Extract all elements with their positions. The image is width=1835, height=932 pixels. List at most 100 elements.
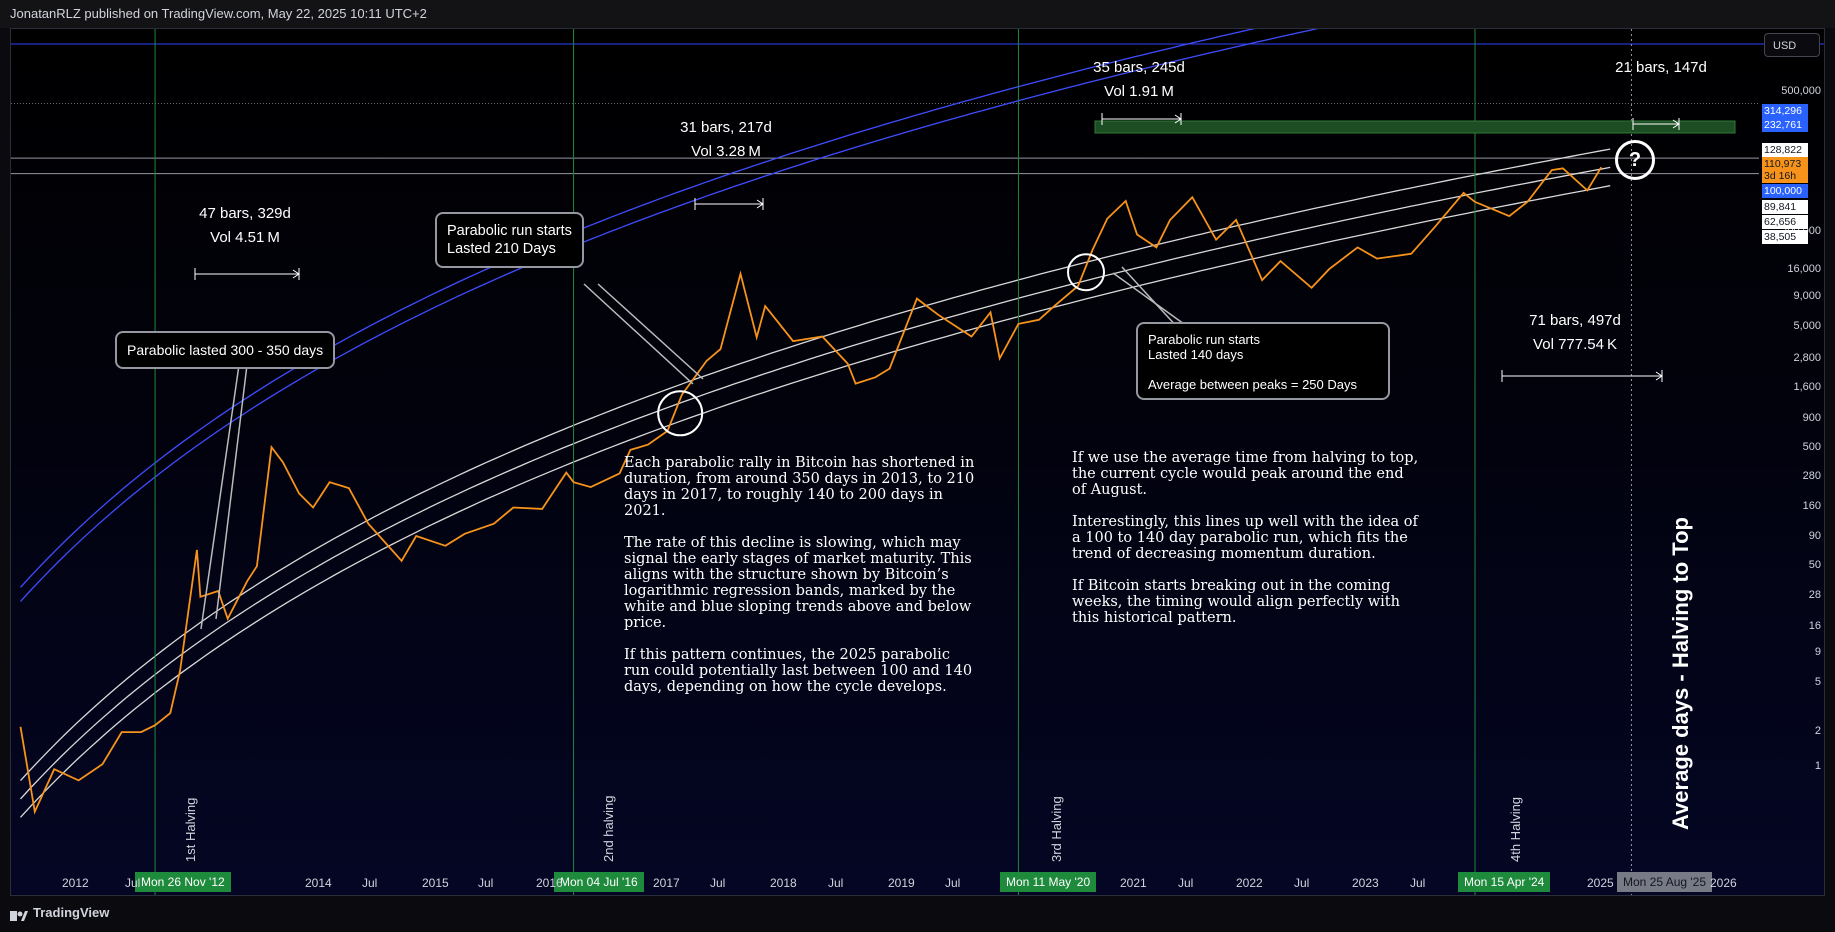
price-tag: 3d 16h xyxy=(1762,169,1808,183)
halving-3-date: Mon 11 May '20 xyxy=(1000,872,1097,892)
x-tick: 2018 xyxy=(770,876,797,890)
price-tag: 314,296 xyxy=(1762,104,1808,118)
measure-vol: Vol 3.28 M xyxy=(691,143,761,160)
chart-area[interactable] xyxy=(10,28,1825,896)
x-tick: Jul xyxy=(1410,876,1426,890)
notes-left: Each parabolic rally in Bitcoin has shor… xyxy=(624,455,975,695)
currency-button[interactable]: USD xyxy=(1764,33,1820,57)
y-tick: 900 xyxy=(1802,412,1821,424)
y-tick: 5 xyxy=(1814,676,1821,688)
notes-right: If we use the average time from halving … xyxy=(1072,450,1419,626)
y-tick: 500,000 xyxy=(1781,85,1821,97)
y-tick: 16 xyxy=(1808,620,1821,632)
callout-2021-parabolic: Parabolic run starts Lasted 140 days Ave… xyxy=(1136,322,1390,400)
x-tick: 2026 xyxy=(1710,876,1737,890)
blue-band-line-0 xyxy=(20,29,1319,602)
callout-pointer-2013-b xyxy=(200,364,240,630)
measure-bars: 47 bars, 329d xyxy=(199,205,291,222)
white-band-line-1 xyxy=(20,166,1611,800)
chart-canvas[interactable] xyxy=(11,29,1825,896)
x-tick: 2014 xyxy=(305,876,332,890)
x-tick: Jul xyxy=(1294,876,1310,890)
price-tag: 89,841 xyxy=(1762,200,1808,214)
x-tick: Jul xyxy=(478,876,494,890)
price-tag: 38,505 xyxy=(1762,230,1808,244)
callout-pointer-2017-a xyxy=(597,283,704,380)
x-tick: 2022 xyxy=(1236,876,1263,890)
measure-vol: Vol 4.51 M xyxy=(210,229,280,246)
y-tick: 16,000 xyxy=(1787,263,1821,275)
y-tick: 500 xyxy=(1802,441,1821,453)
callout-2013-parabolic: Parabolic lasted 300 - 350 days xyxy=(115,331,336,369)
question-marker: ? xyxy=(1615,140,1655,180)
y-tick: 1 xyxy=(1814,760,1821,772)
x-tick: Jul xyxy=(1178,876,1194,890)
x-tick: 2015 xyxy=(422,876,449,890)
y-tick: 160 xyxy=(1802,500,1821,512)
y-tick: 50 xyxy=(1808,559,1821,571)
measure-label-2013: 47 bars, 329d Vol 4.51 M xyxy=(180,202,310,250)
measure-label-halving4: 71 bars, 497d Vol 777.54 K xyxy=(1510,309,1640,357)
callout-pointer-2021-b xyxy=(1112,272,1192,330)
x-tick: Jul xyxy=(362,876,378,890)
tradingview-logo[interactable]: TradingView xyxy=(10,905,110,921)
y-tick: 2 xyxy=(1814,725,1821,737)
x-tick: 2019 xyxy=(888,876,915,890)
price-tag: 128,822 xyxy=(1762,143,1808,157)
footer-bar xyxy=(0,896,1835,932)
halving-2-date: Mon 04 Jul '16 xyxy=(554,872,644,892)
measure-bars: 21 bars, 147d xyxy=(1615,59,1707,76)
parabolic-circle-1 xyxy=(1067,253,1106,292)
projection-date: Mon 25 Aug '25 xyxy=(1617,872,1713,892)
x-tick: Jul xyxy=(828,876,844,890)
y-tick: 9 xyxy=(1814,646,1821,658)
measure-bars: 71 bars, 497d xyxy=(1529,312,1621,329)
y-tick: 28 xyxy=(1808,589,1821,601)
halving-1-date: Mon 26 Nov '12 xyxy=(135,872,231,892)
white-band-line-0 xyxy=(20,185,1611,818)
btc-price-line xyxy=(19,166,1603,815)
x-tick: Jul xyxy=(125,876,141,890)
halving-3-label: 3rd Halving xyxy=(1049,796,1064,862)
measure-vol: Vol 777.54 K xyxy=(1533,336,1617,353)
halving-4-date: Mon 15 Apr '24 xyxy=(1458,872,1551,892)
halving-2-label: 2nd halving xyxy=(601,795,616,863)
callout-pointer-2017-b xyxy=(583,283,694,385)
price-tag: 232,761 xyxy=(1762,118,1808,132)
callout-pointer-2021-a xyxy=(1121,266,1180,330)
price-tag: 62,656 xyxy=(1762,215,1808,229)
price-tag: 110,973 xyxy=(1762,157,1808,171)
x-tick: 2016 xyxy=(536,876,563,890)
brand-label: TradingView xyxy=(33,905,110,920)
x-tick: Jul xyxy=(945,876,961,890)
measure-label-2021: 35 bars, 245d Vol 1.91 M xyxy=(1074,56,1204,104)
measure-bars: 31 bars, 217d xyxy=(680,119,772,136)
callout-pointer-2013-a xyxy=(215,364,248,620)
halving-4-label: 4th Halving xyxy=(1508,796,1523,862)
x-tick: Jul xyxy=(710,876,726,890)
price-tag: 100,000 xyxy=(1762,184,1808,198)
halving-1-label: 1st Halving xyxy=(183,797,198,862)
measure-label-2017: 31 bars, 217d Vol 3.28 M xyxy=(661,116,791,164)
y-tick: 280 xyxy=(1802,470,1821,482)
publish-header: JonatanRLZ published on TradingView.com,… xyxy=(0,0,1835,28)
y-tick: 9,000 xyxy=(1793,290,1821,302)
measure-label-2025: 21 bars, 147d xyxy=(1596,56,1726,80)
measure-vol: Vol 1.91 M xyxy=(1104,83,1174,100)
x-tick: 2023 xyxy=(1352,876,1379,890)
y-tick: 5,000 xyxy=(1793,320,1821,332)
x-tick: 2025 xyxy=(1587,876,1614,890)
target-zone xyxy=(1094,120,1736,134)
x-tick: 2017 xyxy=(653,876,680,890)
y-tick: 90 xyxy=(1808,530,1821,542)
y-tick: 1,600 xyxy=(1793,381,1821,393)
tradingview-icon xyxy=(10,909,28,921)
y-tick: 2,800 xyxy=(1793,352,1821,364)
callout-2017-parabolic: Parabolic run starts Lasted 210 Days xyxy=(435,212,584,268)
projection-label: Average days - Halving to Top xyxy=(1668,517,1693,830)
parabolic-circle-0 xyxy=(657,390,704,437)
white-band-line-2 xyxy=(20,148,1611,782)
x-tick: 2012 xyxy=(62,876,89,890)
blue-band-line-1 xyxy=(20,29,1256,588)
x-tick: 2021 xyxy=(1120,876,1147,890)
